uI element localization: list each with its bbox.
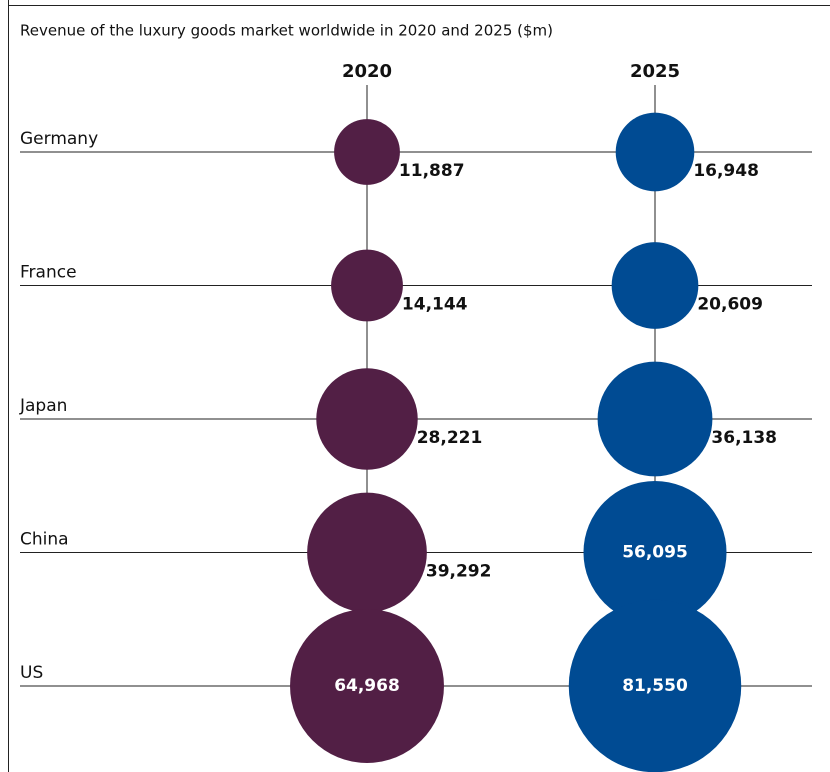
legend-entry: 2020 <box>342 61 392 82</box>
bubble <box>334 119 400 185</box>
category-label: Japan <box>19 396 67 416</box>
bubble <box>331 249 403 322</box>
bubble <box>611 242 699 329</box>
value-label: 81,550 <box>622 676 688 696</box>
chart-title: Revenue of the luxury goods market world… <box>20 22 553 40</box>
category-label: US <box>20 663 43 683</box>
bubble <box>597 361 713 477</box>
value-label: 56,095 <box>622 543 688 563</box>
value-label: 16,948 <box>693 161 759 181</box>
bubble <box>583 480 727 625</box>
bubble <box>568 599 742 772</box>
category-label: Germany <box>20 129 98 149</box>
bubble <box>316 368 418 470</box>
bubble <box>290 609 444 763</box>
category-label: France <box>20 263 77 283</box>
bubble <box>615 112 695 192</box>
value-label: 28,221 <box>417 428 483 448</box>
category-label: China <box>20 530 69 550</box>
value-label: 11,887 <box>399 161 465 181</box>
value-label: 39,292 <box>426 562 492 582</box>
value-label: 36,138 <box>711 428 777 448</box>
legend-entry: 2025 <box>630 61 680 82</box>
value-label: 64,968 <box>334 676 400 696</box>
value-label: 20,609 <box>697 295 763 315</box>
value-label: 14,144 <box>402 295 468 315</box>
bubble <box>307 492 427 613</box>
